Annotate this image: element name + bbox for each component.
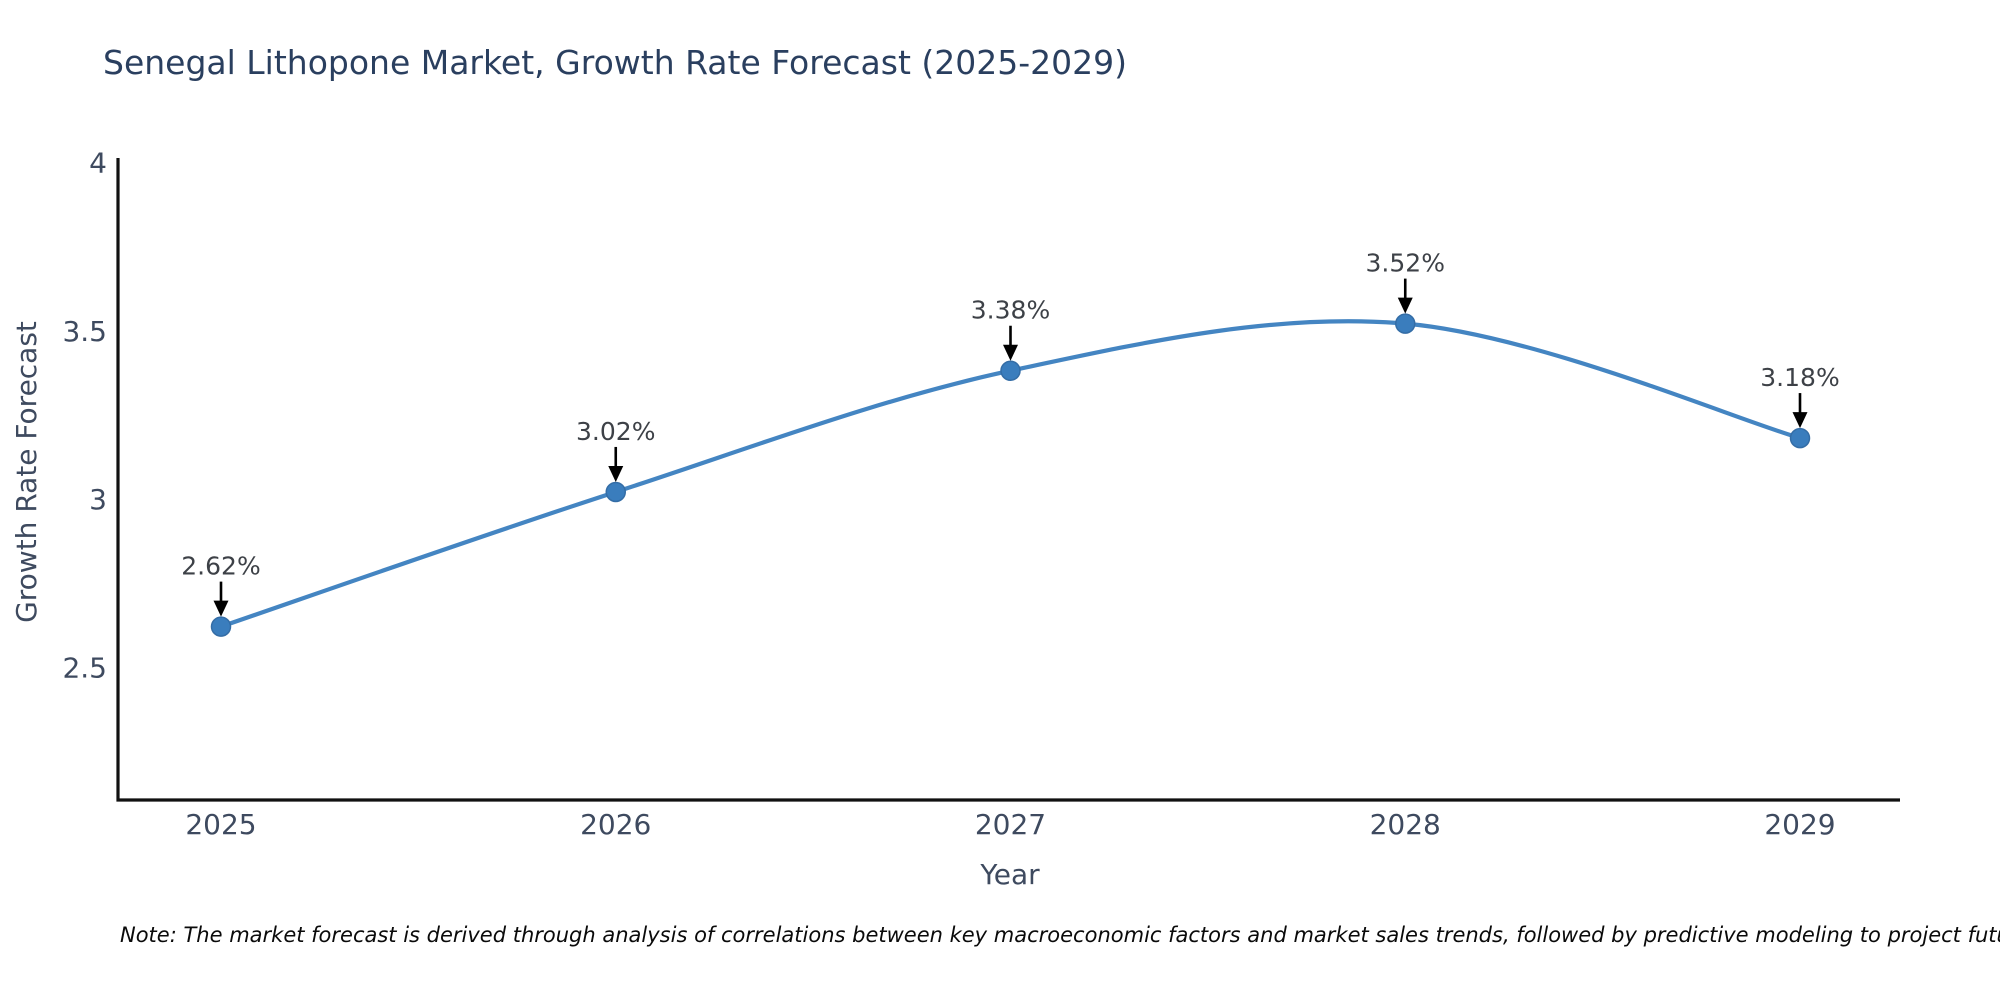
chart-title: Senegal Lithopone Market, Growth Rate Fo… [103,43,1127,82]
annotation-arrow-head [213,600,229,617]
y-axis-tick-label: 2.5 [62,652,107,685]
annotation-arrow-head [1003,344,1018,361]
data-point-value-label: 3.18% [1760,363,1839,392]
x-axis-tick-label: 2026 [580,808,651,841]
data-point-value-label: 3.52% [1366,249,1445,278]
annotation-arrow-head [1397,297,1413,314]
y-axis-tick-label: 3 [89,483,107,516]
data-point-marker[interactable] [1000,360,1021,381]
chart-footnote: Note: The market forecast is derived thr… [120,923,2000,947]
annotation-arrow-head [1792,412,1808,429]
x-axis-tick-label: 2025 [185,808,256,841]
x-axis-tick-label: 2028 [1370,808,1441,841]
y-axis-tick-label: 4 [89,147,107,180]
data-point-value-label: 3.38% [971,296,1050,325]
data-point-marker[interactable] [1395,313,1416,334]
annotation-arrow-head [608,465,624,482]
data-point-marker[interactable] [210,616,232,637]
data-point-marker[interactable] [1789,427,1811,449]
y-axis-tick-label: 3.5 [62,315,107,348]
data-point-value-label: 3.02% [576,417,655,446]
data-point-value-label: 2.62% [181,552,260,581]
data-point-marker[interactable] [605,481,626,503]
x-axis-tick-label: 2027 [975,808,1046,841]
x-axis-title: Year [980,858,1040,891]
axis-spines [116,158,1900,802]
x-axis-tick-label: 2029 [1764,808,1835,841]
